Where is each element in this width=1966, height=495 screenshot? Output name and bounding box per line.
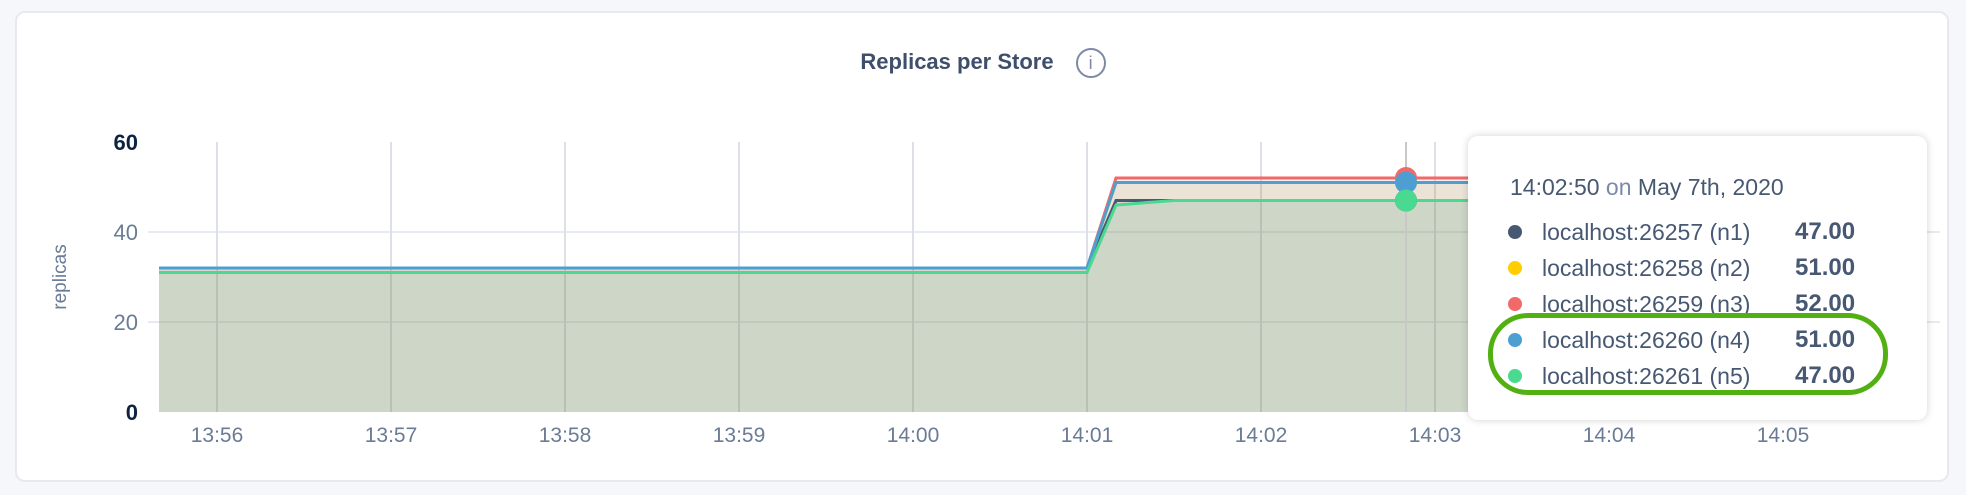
- tooltip-row: localhost:26259 (n3) 52.00: [1508, 286, 1855, 322]
- series-color-dot: [1508, 297, 1522, 311]
- series-color-dot: [1508, 225, 1522, 239]
- series-value: 47.00: [1795, 218, 1856, 245]
- series-area: [159, 178, 1899, 412]
- info-circle-icon[interactable]: i: [1075, 48, 1106, 78]
- x-tick-label: 14:01: [1061, 424, 1114, 447]
- chart-title-text: Replicas per Store: [860, 48, 1054, 74]
- series-area: [159, 200, 1899, 412]
- tooltip-timestamp: 14:02:50 on May 7th, 2020: [1510, 174, 1784, 200]
- x-tick-label: 13:57: [365, 424, 418, 447]
- tooltip-row: localhost:26258 (n2) 51.00: [1508, 250, 1855, 286]
- series-name: localhost:26259 (n3): [1542, 290, 1751, 317]
- y-tick-label: 20: [114, 310, 138, 335]
- x-tick-label: 13:56: [191, 424, 244, 447]
- series-name: localhost:26257 (n1): [1542, 218, 1751, 245]
- y-tick-label: 40: [114, 220, 138, 245]
- x-tick-label: 14:04: [1583, 424, 1636, 447]
- chart-title: Replicas per Store i: [0, 48, 1966, 78]
- highlight-annotation: [1488, 313, 1888, 395]
- x-tick-label: 14:00: [887, 424, 940, 447]
- series-value: 51.00: [1795, 254, 1856, 281]
- series-area: [159, 182, 1899, 412]
- series-color-dot: [1508, 261, 1522, 275]
- hover-point: [1395, 171, 1417, 194]
- x-tick-label: 14:02: [1235, 424, 1288, 447]
- x-tick-label: 13:59: [713, 424, 766, 447]
- y-axis-label: replicas: [50, 244, 71, 309]
- series-name: localhost:26258 (n2): [1542, 254, 1751, 281]
- tooltip-row: localhost:26261 (n5) 47.00: [1508, 358, 1855, 394]
- series-area: [159, 182, 1899, 412]
- series-area: [159, 200, 1899, 412]
- series-value: 47.00: [1795, 362, 1856, 389]
- y-tick-label: 0: [126, 400, 138, 425]
- series-value: 51.00: [1795, 326, 1856, 353]
- x-tick-label: 14:03: [1409, 424, 1462, 447]
- series-name: localhost:26261 (n5): [1542, 362, 1751, 389]
- tooltip-row: localhost:26257 (n1) 47.00: [1508, 214, 1855, 250]
- tooltip-row: localhost:26260 (n4) 51.00: [1508, 322, 1855, 358]
- hover-point: [1395, 189, 1417, 212]
- series-value: 52.00: [1795, 290, 1856, 317]
- x-tick-label: 13:58: [539, 424, 592, 447]
- x-tick-label: 14:05: [1757, 424, 1810, 447]
- y-tick-label: 60: [114, 130, 138, 155]
- series-name: localhost:26260 (n4): [1542, 326, 1751, 353]
